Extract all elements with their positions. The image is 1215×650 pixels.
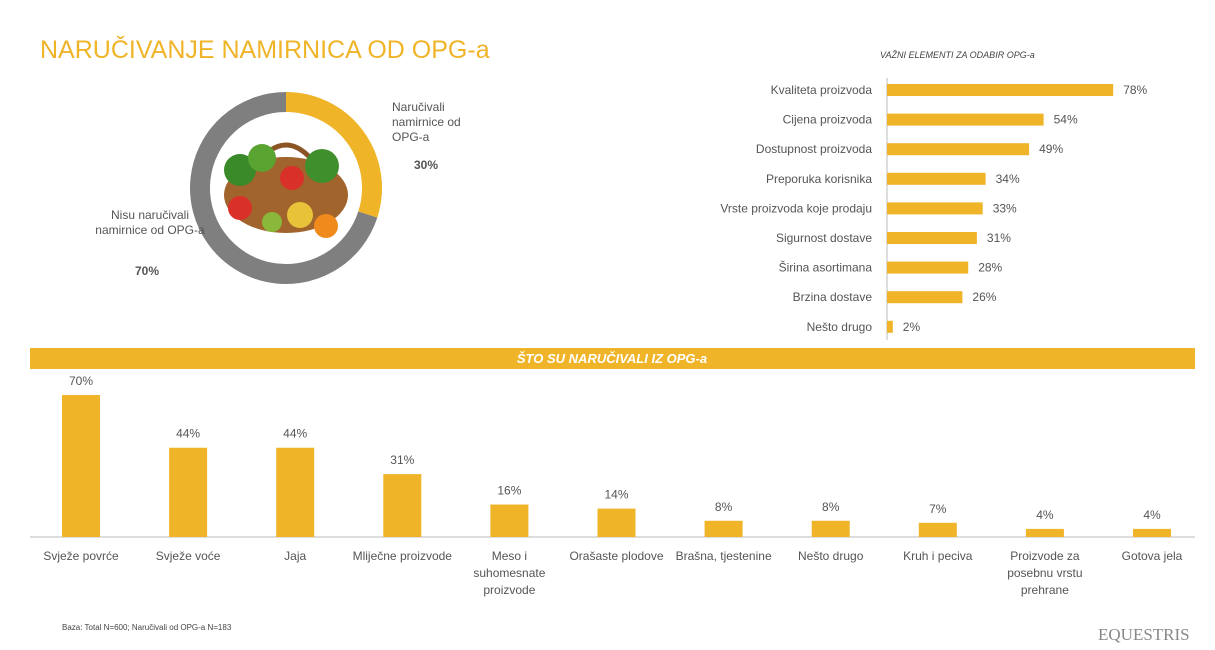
donut-label: Naručivali namirnice od OPG-a: [392, 100, 461, 144]
hbar-value: 34%: [996, 172, 1020, 186]
bar: [276, 447, 315, 537]
hbar-label: Sigurnost dostave: [776, 231, 872, 245]
bar-label: Meso i suhomesnate proizvode: [473, 549, 546, 597]
logo: EQUESTRIS: [1098, 625, 1190, 644]
hbar-value: 28%: [978, 261, 1002, 275]
hbar: [887, 232, 977, 244]
page-title: NARUČIVANJE NAMIRNICA OD OPG-a: [40, 35, 490, 64]
hbar-label: Preporuka korisnika: [766, 172, 872, 186]
hbar-label: Širina asortimana: [779, 260, 873, 275]
bar-label: Gotova jela: [1121, 549, 1183, 563]
hbar-label: Kvaliteta proizvoda: [771, 83, 873, 97]
hbar: [887, 202, 983, 215]
bar-value: 44%: [283, 427, 307, 441]
bar-value: 44%: [176, 427, 200, 441]
bar-label: Proizvode za posebnu vrstu prehrane: [1007, 549, 1083, 597]
bar-label: Nešto drugo: [798, 549, 864, 563]
hbar: [887, 143, 1030, 156]
donut-value: 30%: [414, 158, 439, 172]
hbar: [887, 113, 1044, 126]
band-title: ŠTO SU NARUČIVALI IZ OPG-a: [517, 351, 707, 366]
bar-label: Brašna, tjestenine: [675, 549, 772, 563]
bar: [1025, 528, 1064, 537]
hbar-value: 31%: [987, 231, 1011, 245]
hbar-value: 49%: [1039, 142, 1063, 156]
hbar-label: Vrste proizvoda koje prodaju: [720, 201, 872, 215]
bar-value: 14%: [604, 488, 628, 502]
bar-label: Jaja: [284, 549, 307, 563]
bar: [597, 508, 636, 537]
bar-value: 31%: [390, 453, 414, 467]
hbar-value: 54%: [1054, 113, 1078, 127]
bar-label: Kruh i peciva: [903, 549, 973, 563]
bar-value: 8%: [822, 500, 840, 514]
hbar-label: Nešto drugo: [807, 320, 873, 334]
hbar-value: 78%: [1123, 83, 1147, 97]
bar: [1133, 528, 1171, 537]
bar-value: 8%: [715, 500, 733, 514]
bar-label: Svježe voće: [155, 549, 221, 563]
hbar-label: Brzina dostave: [793, 290, 873, 304]
bar: [169, 447, 208, 537]
donut-segment: [285, 92, 382, 218]
hbar: [887, 291, 963, 304]
bar-label: Mliječne proizvode: [352, 549, 452, 563]
hbar-title: VAŽNI ELEMENTI ZA ODABIR OPG-a: [880, 50, 1035, 60]
hbar: [887, 320, 893, 333]
bar: [704, 520, 743, 537]
hbar-value: 33%: [993, 201, 1017, 215]
bar-value: 4%: [1143, 508, 1161, 522]
bar-value: 70%: [69, 374, 93, 388]
hbar-value: 2%: [903, 320, 921, 334]
bar: [383, 474, 422, 537]
donut-label: Nisu naručivali namirnice od OPG-a: [95, 208, 205, 237]
hbar-label: Dostupnost proizvoda: [756, 142, 872, 156]
donut-segment: [190, 92, 378, 284]
bar-label: Svježe povrće: [43, 549, 119, 563]
bar: [62, 395, 100, 537]
band: [30, 348, 1195, 369]
hbar: [887, 261, 969, 274]
footnote: Baza: Total N=600; Naručivali od OPG-a N…: [62, 623, 232, 632]
bar: [490, 504, 529, 537]
bar-label: Orašaste plodove: [569, 549, 664, 563]
bar-value: 4%: [1036, 508, 1054, 522]
hbar-value: 26%: [972, 290, 996, 304]
bar: [811, 520, 850, 537]
hbar: [887, 84, 1114, 96]
hbar-label: Cijena proizvoda: [783, 113, 873, 127]
bar-value: 16%: [497, 484, 521, 498]
hbar: [887, 172, 986, 185]
bar-value: 7%: [929, 502, 947, 516]
donut-value: 70%: [135, 264, 160, 278]
bar: [918, 522, 957, 537]
basket-image: [224, 142, 348, 238]
